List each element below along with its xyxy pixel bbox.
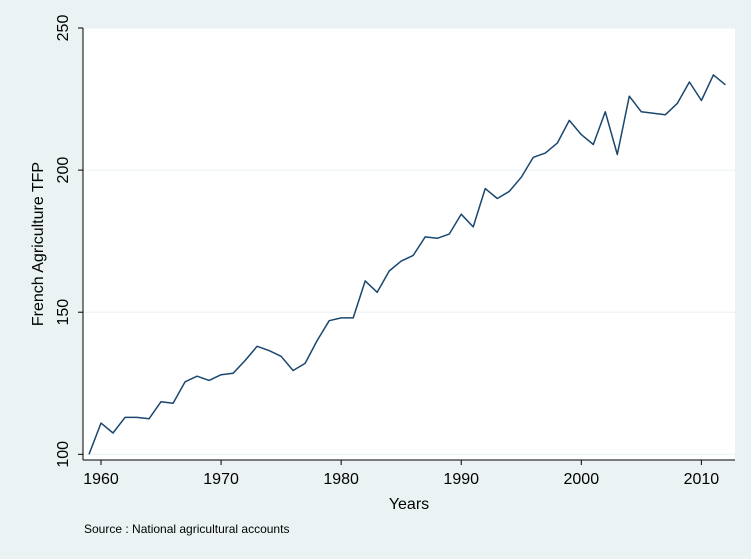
y-tick-label: 200	[55, 157, 72, 184]
x-tick-label: 2010	[684, 471, 720, 488]
y-tick-label: 100	[55, 441, 72, 468]
x-axis-label: Years	[389, 496, 429, 513]
x-tick-label: 2000	[564, 471, 600, 488]
grid-lines	[83, 27, 735, 455]
x-tick-label: 1970	[203, 471, 239, 488]
y-tick-label: 250	[55, 15, 72, 42]
x-tick-label: 1980	[323, 471, 359, 488]
source-note: Source : National agricultural accounts	[84, 522, 289, 536]
x-tick-label: 1990	[443, 471, 479, 488]
x-tick-label: 1960	[83, 471, 119, 488]
y-axis-label: French Agriculture TFP	[30, 162, 47, 326]
y-tick-label: 150	[55, 299, 72, 326]
plot-area	[83, 28, 735, 460]
axis-ticks: 100 150 200 250 1960 1970 1980 1990 2000 2010	[55, 15, 719, 488]
series-line-tfp	[88, 74, 726, 455]
